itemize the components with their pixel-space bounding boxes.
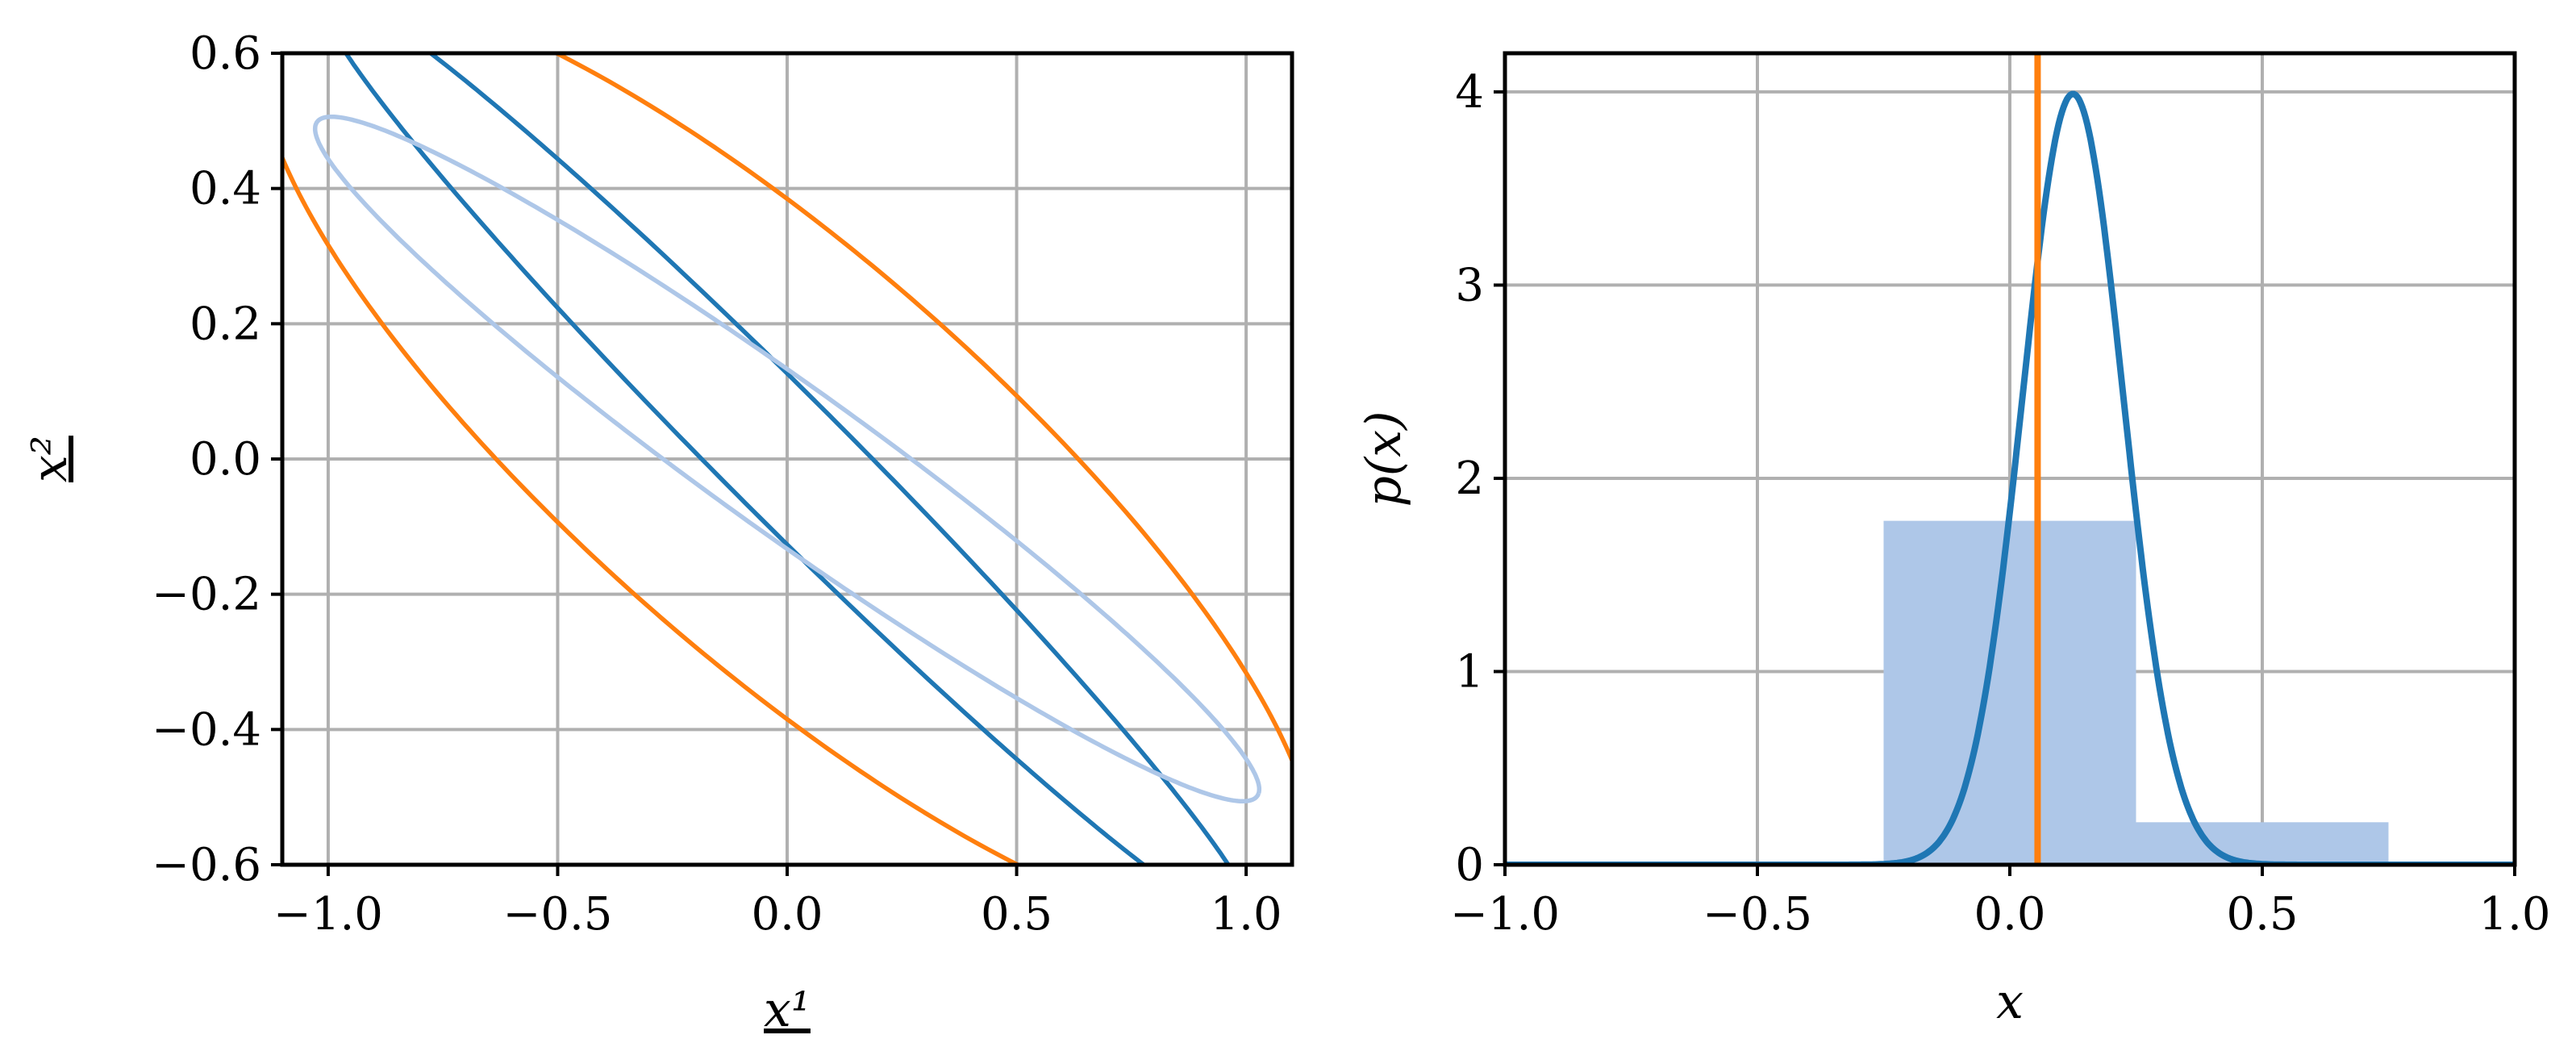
y-tick-label: 3 — [1455, 259, 1484, 311]
y-tick-label: −0.4 — [152, 703, 261, 756]
y-tick-label: −0.2 — [152, 569, 261, 621]
left-gridlines — [282, 52, 1292, 866]
x-tick-label: −0.5 — [502, 888, 612, 941]
y-tick-label: 0.2 — [190, 298, 261, 350]
left-x-axis-label: x¹ — [764, 982, 811, 1038]
x-tick-label: 0.5 — [981, 888, 1052, 941]
ellipse-series-line — [343, 53, 1232, 865]
density-curve — [1505, 90, 2515, 865]
right-tick-labels: −1.0 −0.5 0.0 0.5 1.0 0 1 2 3 4 — [1450, 66, 2551, 941]
left-y-axis-label: x² — [22, 436, 78, 482]
y-tick-label: 0.0 — [190, 433, 261, 486]
x-tick-label: −1.0 — [273, 888, 383, 941]
ellipse-series-line — [282, 53, 1292, 865]
x-tick-label: 0.0 — [751, 888, 823, 941]
x-tick-label: −0.5 — [1703, 888, 1812, 941]
y-tick-label: −0.6 — [152, 839, 261, 891]
ellipse-series-line — [312, 115, 1262, 803]
right-y-axis-label: p(x) — [1356, 411, 1412, 507]
x-tick-label: 1.0 — [2478, 888, 2550, 941]
y-tick-label: 0.6 — [190, 27, 261, 80]
density-chart-panel: −1.0 −0.5 0.0 0.5 1.0 0 1 2 3 4 x p(x) — [1356, 51, 2551, 1030]
x-tick-label: −1.0 — [1450, 888, 1560, 941]
histogram-bar — [2136, 822, 2389, 865]
y-tick-label: 1 — [1455, 645, 1484, 698]
right-x-axis-label: x — [1996, 974, 2024, 1030]
ellipse-chart-panel: −1.0 −0.5 0.0 0.5 1.0 −0.6 −0.4 −0.2 0.0 0.2 0.4 0.… — [22, 27, 1294, 1038]
x-tick-label: 1.0 — [1211, 888, 1282, 941]
y-tick-label: 0 — [1455, 839, 1484, 891]
left-tick-labels: −1.0 −0.5 0.0 0.5 1.0 −0.6 −0.4 −0.2 0.0 0.2 0.4 0.… — [152, 27, 1282, 941]
right-plot-area — [1505, 53, 2515, 865]
x-tick-label: 0.0 — [1974, 888, 2045, 941]
x-tick-label: 0.5 — [2226, 888, 2298, 941]
y-tick-label: 4 — [1455, 66, 1484, 119]
left-plot-area — [282, 53, 1292, 865]
y-tick-label: 2 — [1455, 453, 1484, 505]
y-tick-label: 0.4 — [190, 163, 261, 215]
histogram-bar — [1883, 520, 2136, 865]
